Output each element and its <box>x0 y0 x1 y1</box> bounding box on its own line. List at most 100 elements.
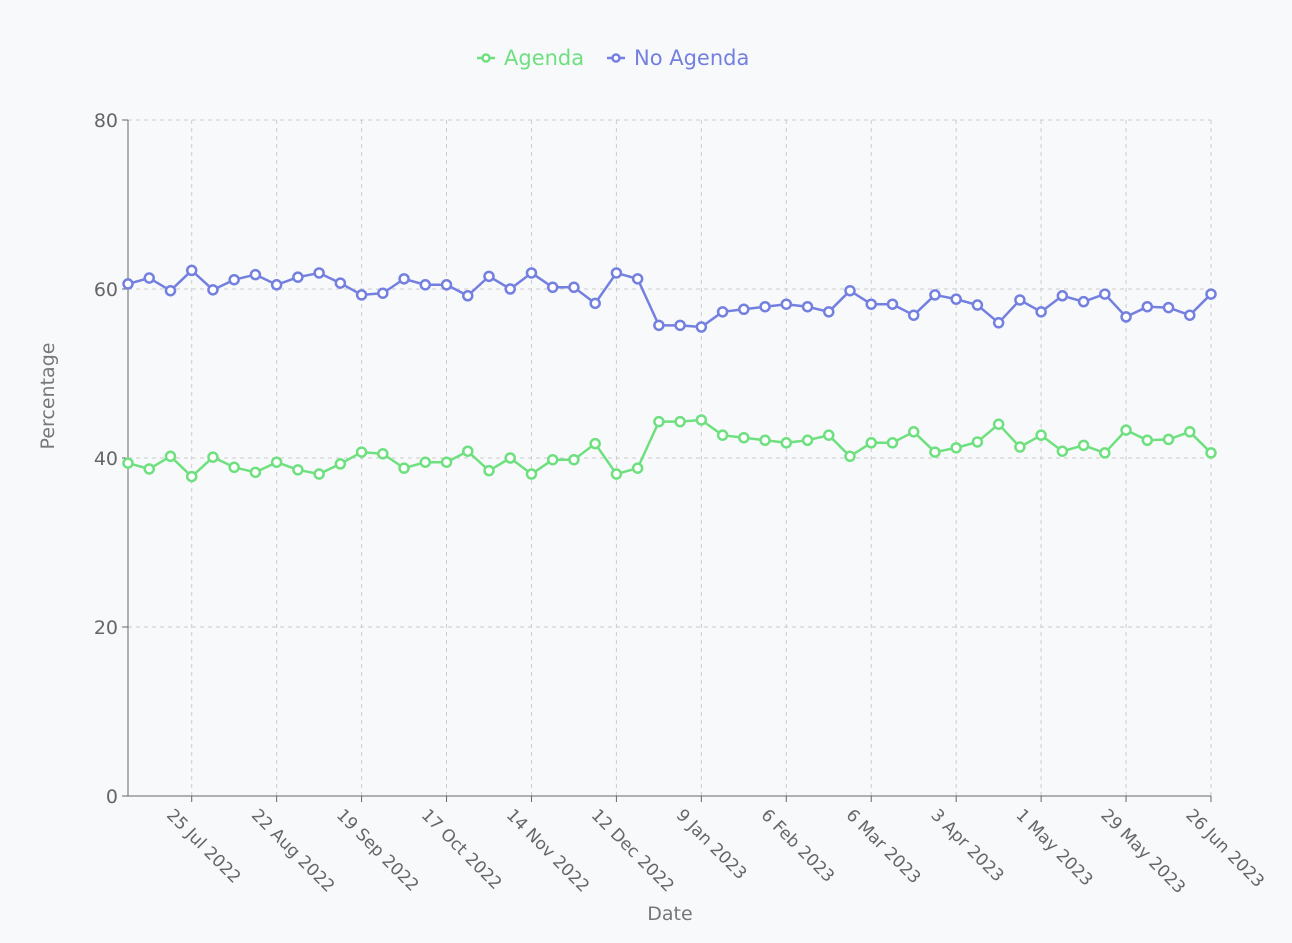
x-tick-label: 29 May 2023 <box>1097 805 1190 898</box>
data-point <box>716 306 729 318</box>
data-point <box>249 268 262 281</box>
data-point <box>929 446 941 458</box>
y-tick-label: 60 <box>94 279 118 301</box>
data-point <box>228 273 240 286</box>
legend-marker-icon <box>611 53 621 63</box>
data-point <box>1014 441 1026 453</box>
data-point <box>525 468 538 480</box>
data-point <box>653 319 665 332</box>
data-point <box>546 281 559 294</box>
data-point <box>292 271 304 283</box>
data-point <box>1014 294 1026 306</box>
data-point <box>270 456 283 468</box>
y-tick-label: 40 <box>94 448 118 470</box>
data-point <box>610 468 623 480</box>
legend-item-no-agenda[interactable]: No Agenda <box>607 46 749 70</box>
data-point <box>738 431 750 444</box>
data-point <box>992 418 1005 430</box>
data-point <box>907 309 920 321</box>
legend-marker-icon <box>481 53 491 63</box>
data-point <box>377 448 389 460</box>
x-tick-label: 12 Dec 2022 <box>587 805 678 896</box>
data-point <box>738 303 750 316</box>
data-point <box>355 446 368 458</box>
y-tick-label: 20 <box>94 617 118 639</box>
x-tick-label: 19 Sep 2022 <box>332 805 422 895</box>
data-point <box>1141 434 1154 447</box>
legend[interactable]: Agenda No Agenda <box>477 46 749 70</box>
data-point <box>589 297 601 310</box>
data-point <box>313 267 325 279</box>
data-point <box>823 429 835 441</box>
data-point <box>568 281 580 294</box>
y-axis-title: Percentage <box>37 343 59 450</box>
data-point <box>886 298 899 310</box>
x-tick-label: 3 Apr 2023 <box>927 805 1008 886</box>
data-point <box>546 453 559 466</box>
data-point <box>992 317 1005 329</box>
x-tick-label: 17 Oct 2022 <box>417 805 505 893</box>
legend-item-agenda[interactable]: Agenda <box>477 46 584 70</box>
data-point <box>780 298 793 310</box>
data-point <box>440 279 453 291</box>
data-point <box>270 279 283 291</box>
x-tick-label: 26 Jun 2023 <box>1181 805 1267 891</box>
data-point <box>844 450 856 463</box>
data-point <box>568 453 580 466</box>
data-point <box>1077 439 1090 452</box>
data-point <box>844 284 856 297</box>
x-tick-label: 22 Aug 2022 <box>247 805 338 896</box>
data-point <box>653 415 665 428</box>
data-point <box>1162 433 1175 446</box>
x-axis-title: Date <box>647 903 692 925</box>
data-point <box>801 300 814 313</box>
data-point <box>823 306 835 318</box>
data-point <box>398 462 410 474</box>
data-point <box>1056 290 1069 302</box>
legend-label: No Agenda <box>634 46 749 70</box>
data-point <box>398 273 410 285</box>
data-point <box>780 437 793 449</box>
data-point <box>865 298 877 310</box>
data-point <box>610 267 623 279</box>
series-line <box>127 418 1212 478</box>
data-point <box>674 319 686 332</box>
data-point <box>249 466 262 479</box>
data-point <box>1205 288 1217 300</box>
data-point <box>950 442 962 454</box>
y-tick-label: 0 <box>106 786 118 808</box>
grid <box>128 119 1212 796</box>
data-point <box>1099 288 1111 300</box>
data-point <box>419 279 432 291</box>
x-tick-label: 9 Jan 2023 <box>672 805 751 884</box>
data-point <box>1099 447 1111 459</box>
data-point <box>440 456 453 468</box>
x-tick-label: 14 Nov 2022 <box>502 805 593 896</box>
data-point <box>716 429 729 441</box>
y-tick-label: 80 <box>94 110 118 132</box>
data-point <box>185 264 198 277</box>
data-point <box>122 457 134 469</box>
data-point <box>504 452 516 464</box>
data-point <box>695 414 708 426</box>
data-point <box>1035 306 1047 318</box>
data-point <box>1120 311 1132 323</box>
data-point <box>631 462 644 474</box>
x-tick-label: 1 May 2023 <box>1012 805 1097 890</box>
data-point <box>631 273 644 285</box>
data-point <box>886 437 899 449</box>
data-point <box>462 290 474 302</box>
data-point <box>122 278 134 290</box>
data-point <box>504 283 516 295</box>
data-point <box>228 461 240 474</box>
data-point <box>674 415 686 428</box>
data-point <box>971 436 984 448</box>
data-point <box>1184 426 1196 438</box>
data-point <box>1205 447 1217 459</box>
data-point <box>971 299 984 311</box>
data-point <box>207 284 219 296</box>
data-point <box>950 293 962 305</box>
data-point <box>334 458 347 470</box>
data-point <box>759 434 771 447</box>
